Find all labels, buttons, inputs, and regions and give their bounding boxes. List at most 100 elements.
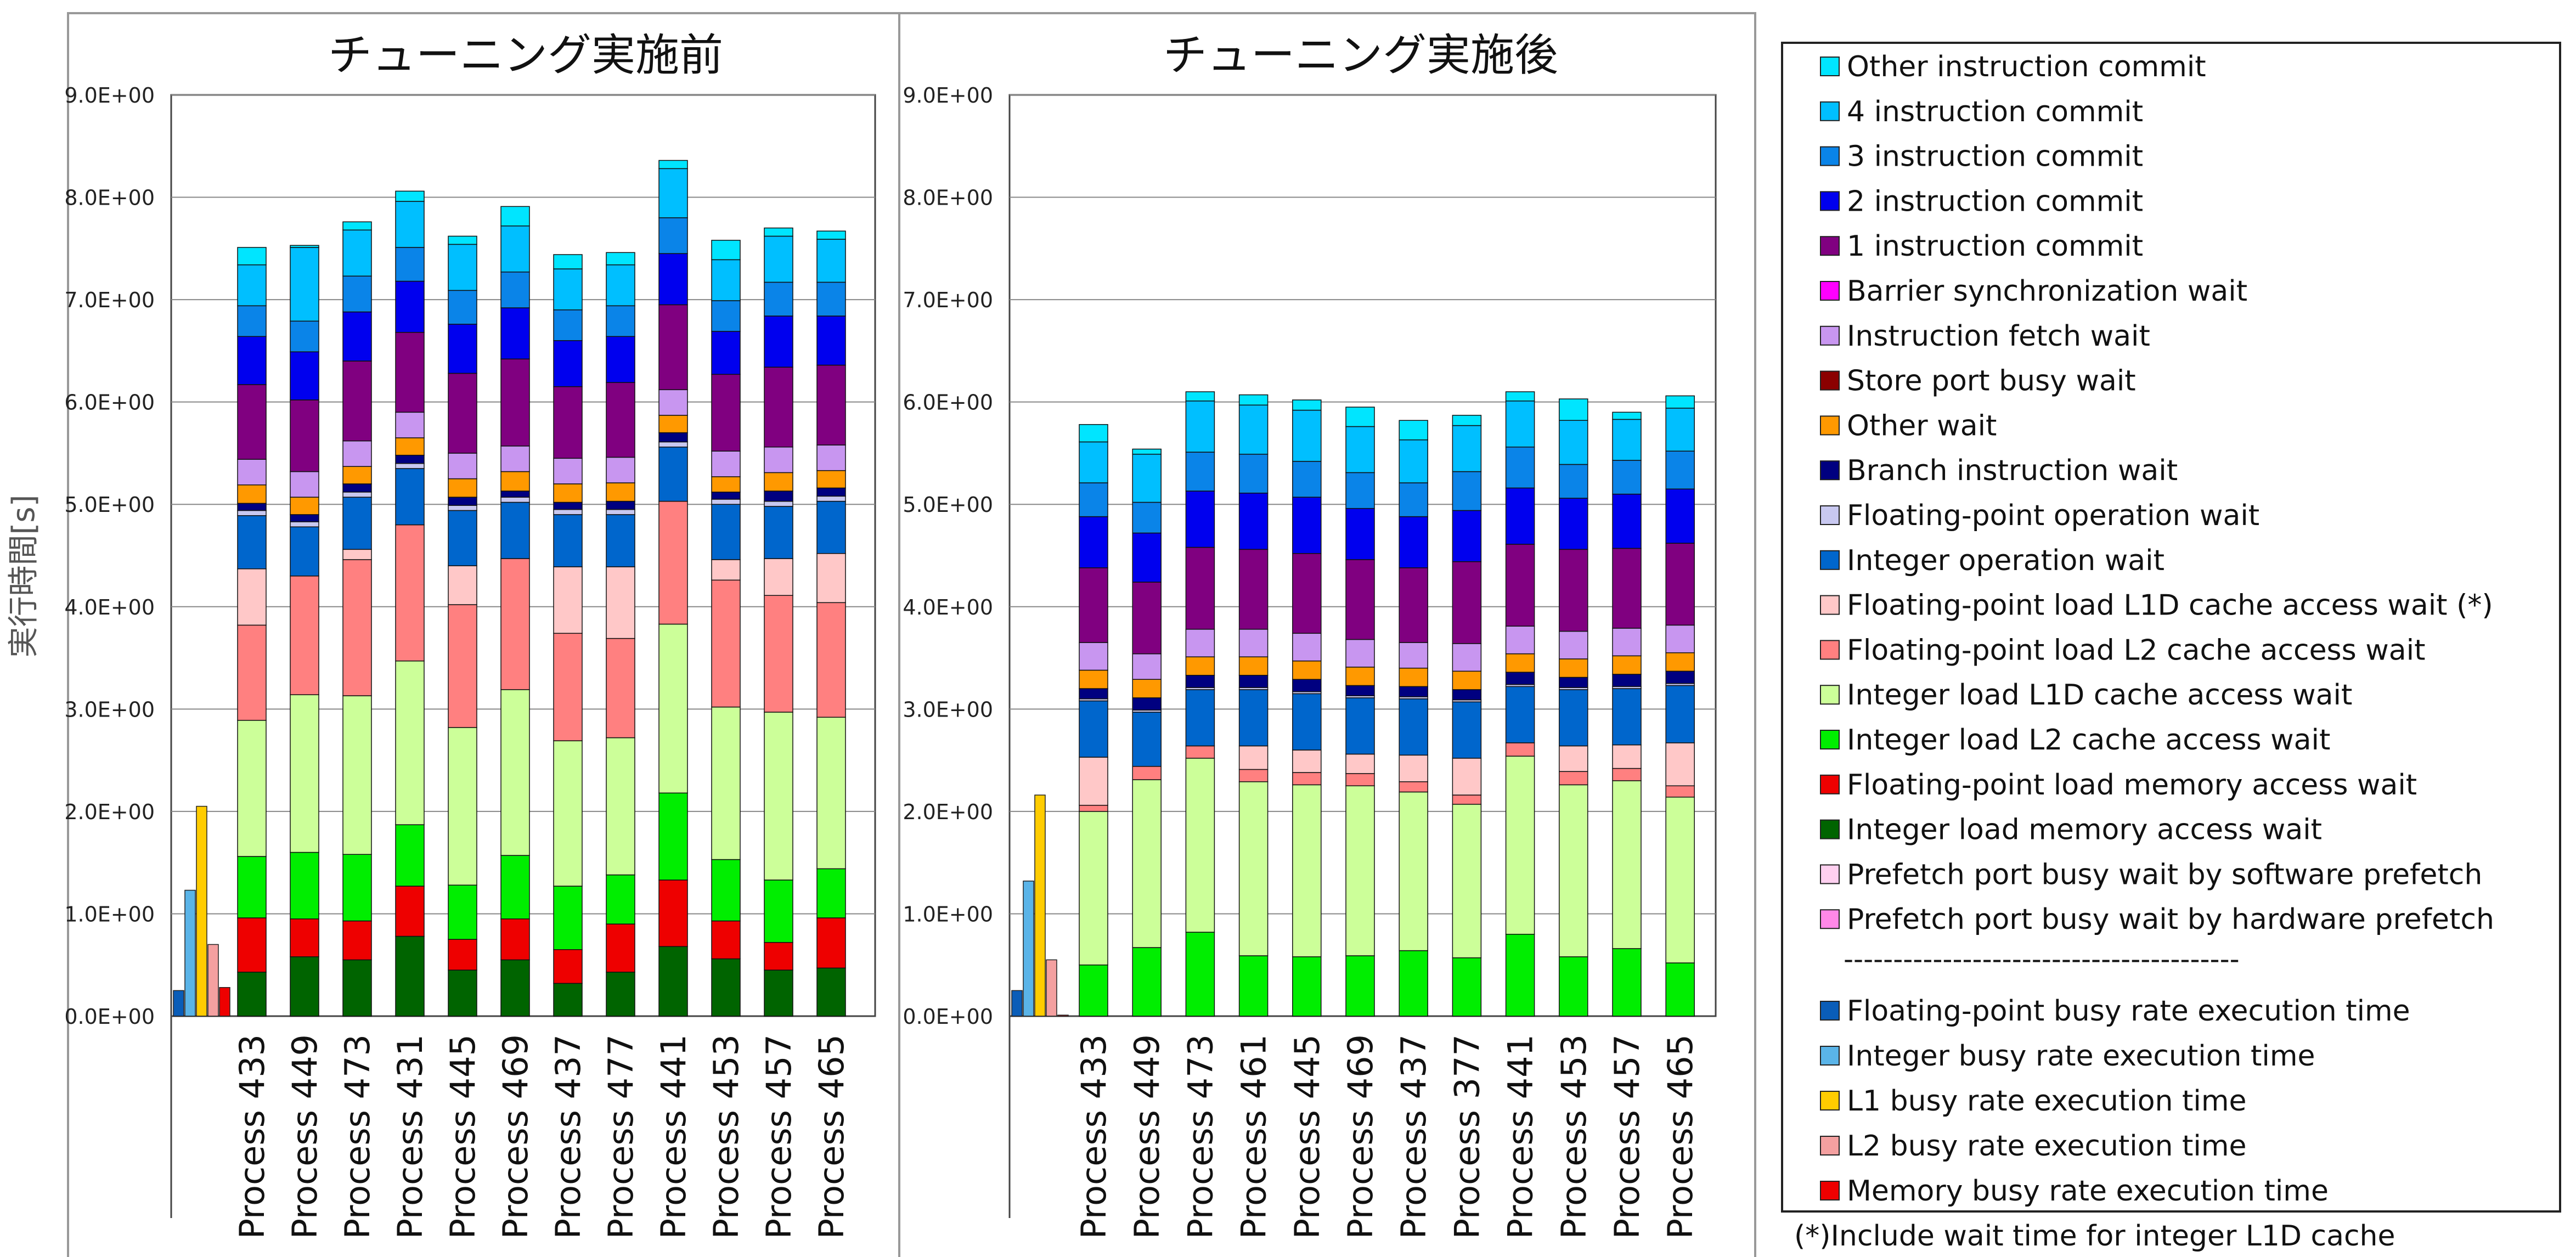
bar-segment <box>342 466 372 484</box>
bar-segment <box>1292 409 1322 462</box>
bar-segment <box>448 290 477 325</box>
bar-segment <box>395 454 425 464</box>
legend-swatch <box>1820 909 1840 929</box>
bar-segment <box>606 456 635 483</box>
y-tick-label: 6.0E+00 <box>903 391 993 415</box>
bar-segment <box>500 471 530 492</box>
bar-segment <box>553 633 583 741</box>
legend-label: Floating-point load memory access wait <box>1847 769 2417 802</box>
bar-segment <box>448 604 477 728</box>
bar-segment <box>448 969 477 1017</box>
bar-segment <box>816 868 846 918</box>
bar-segment <box>1345 508 1375 560</box>
bar-segment <box>1612 493 1642 549</box>
y-tick-label: 0.0E+00 <box>903 1005 993 1029</box>
bar-segment <box>1399 567 1428 643</box>
bar-segment <box>764 500 793 507</box>
bar-segment <box>553 340 583 387</box>
bar-segment <box>553 501 583 510</box>
x-tick-label: Process 449 <box>285 1034 325 1239</box>
bar-segment <box>1185 932 1215 1017</box>
bar-segment <box>1665 670 1695 684</box>
legend-swatch <box>1820 819 1840 839</box>
bar-segment <box>764 969 793 1017</box>
bar-segment <box>606 514 635 567</box>
bar-segment <box>816 470 846 489</box>
bar-segment <box>816 315 846 366</box>
bar-segment <box>606 264 635 307</box>
bar-segment <box>1345 559 1375 640</box>
bar-segment <box>342 695 372 855</box>
bar-segment <box>658 792 688 881</box>
bar-segment <box>1079 804 1108 812</box>
y-tick-label: 3.0E+00 <box>64 697 155 721</box>
bar-segment <box>448 373 477 454</box>
panel-after-frame <box>898 12 1756 1257</box>
bar-segment <box>1399 667 1428 687</box>
bar-segment <box>237 856 267 918</box>
legend-swatch <box>1820 101 1840 121</box>
bar-segment <box>1185 629 1215 657</box>
x-tick-label: Process 469 <box>1340 1034 1380 1239</box>
bar-segment <box>711 859 741 922</box>
bar-segment <box>764 712 793 881</box>
bar-segment <box>1238 656 1269 676</box>
bar-segment <box>1559 630 1588 659</box>
y-tick-label: 0.0E+00 <box>64 1005 155 1029</box>
bar-segment <box>1559 956 1588 1017</box>
bar-segment <box>1505 391 1535 402</box>
bar-segment <box>1665 450 1695 489</box>
bar-segment <box>1238 689 1269 747</box>
bar-segment <box>1505 686 1535 743</box>
bar-segment <box>1292 693 1322 751</box>
bar-segment <box>1399 516 1428 568</box>
bar-segment <box>553 268 583 311</box>
bar-segment <box>1665 624 1695 653</box>
bar-segment <box>500 689 530 856</box>
bar-segment <box>1132 679 1162 698</box>
bar-segment <box>395 437 425 456</box>
bar-segment <box>816 500 846 554</box>
legend-swatch <box>1820 505 1840 525</box>
bar-segment <box>1399 791 1428 951</box>
bar-segment <box>1452 670 1482 690</box>
bar-segment <box>1079 567 1108 643</box>
bar-segment <box>1345 667 1375 686</box>
bar-segment <box>1132 454 1162 503</box>
x-tick-label: Process 437 <box>1394 1034 1434 1239</box>
bar-segment <box>553 740 583 887</box>
bar-segment <box>553 886 583 950</box>
bar-segment <box>395 247 425 282</box>
bar-segment <box>1238 745 1269 770</box>
bar-segment <box>500 497 530 503</box>
bar-segment <box>658 160 688 170</box>
bar-segment <box>816 364 846 446</box>
bar-segment <box>1132 697 1162 711</box>
bar-segment <box>1185 689 1215 747</box>
bar-segment <box>1292 749 1322 773</box>
x-tick-label: Process 431 <box>390 1034 430 1239</box>
bar-segment <box>711 499 741 505</box>
bar-segment <box>500 918 530 961</box>
bar-segment <box>448 453 477 480</box>
bar-segment <box>1665 685 1695 743</box>
bar-segment <box>290 694 319 853</box>
legend-label: Floating-point operation wait <box>1847 499 2259 532</box>
bar-segment <box>1292 784 1322 957</box>
x-tick-label: Process 433 <box>232 1034 272 1239</box>
bar-segment <box>395 332 425 413</box>
bar-segment <box>395 412 425 438</box>
bar-segment <box>1292 633 1322 662</box>
bar-segment <box>1452 794 1482 805</box>
bar-segment <box>237 503 267 511</box>
bar-segment <box>290 399 319 472</box>
bar-segment <box>1612 768 1642 781</box>
bar-segment <box>1292 497 1322 554</box>
bar-segment <box>448 244 477 291</box>
bar-segment <box>711 259 741 301</box>
bar-segment <box>342 275 372 313</box>
bar-segment <box>553 566 583 634</box>
legend-label: 1 instruction commit <box>1847 230 2143 263</box>
x-tick-label: Process 445 <box>443 1034 483 1239</box>
bar-segment <box>816 717 846 870</box>
